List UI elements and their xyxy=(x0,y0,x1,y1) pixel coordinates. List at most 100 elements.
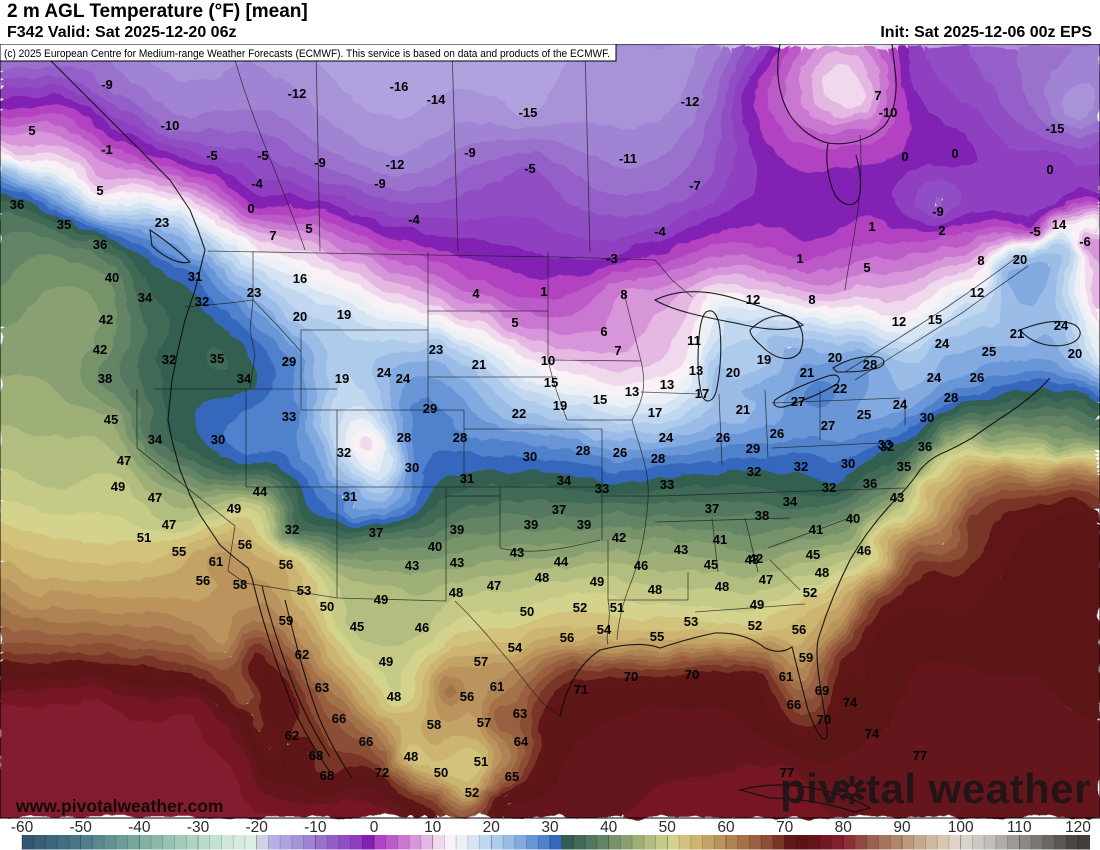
svg-text:58: 58 xyxy=(427,717,441,732)
svg-text:28: 28 xyxy=(397,430,411,445)
svg-text:39: 39 xyxy=(450,522,464,537)
svg-text:30: 30 xyxy=(523,449,537,464)
svg-text:23: 23 xyxy=(155,215,169,230)
svg-text:26: 26 xyxy=(770,426,784,441)
svg-text:26: 26 xyxy=(613,445,627,460)
svg-text:20: 20 xyxy=(1068,346,1082,361)
svg-text:19: 19 xyxy=(553,398,567,413)
svg-text:61: 61 xyxy=(779,669,793,684)
svg-text:43: 43 xyxy=(890,490,904,505)
svg-text:-10: -10 xyxy=(304,819,327,836)
svg-text:34: 34 xyxy=(237,371,252,386)
svg-text:33: 33 xyxy=(878,437,892,452)
svg-text:40: 40 xyxy=(105,270,119,285)
svg-text:56: 56 xyxy=(238,537,252,552)
svg-text:50: 50 xyxy=(434,765,448,780)
svg-text:-9: -9 xyxy=(374,176,386,191)
svg-text:15: 15 xyxy=(593,392,607,407)
svg-text:55: 55 xyxy=(172,544,186,559)
svg-text:-9: -9 xyxy=(314,155,326,170)
svg-text:35: 35 xyxy=(897,459,911,474)
svg-text:45: 45 xyxy=(104,412,118,427)
svg-text:-9: -9 xyxy=(464,145,476,160)
svg-text:61: 61 xyxy=(209,554,223,569)
svg-text:8: 8 xyxy=(808,292,815,307)
svg-text:26: 26 xyxy=(970,370,984,385)
svg-text:50: 50 xyxy=(520,604,534,619)
svg-text:48: 48 xyxy=(387,689,401,704)
svg-text:tal weather: tal weather xyxy=(866,765,1091,812)
svg-text:0: 0 xyxy=(951,146,958,161)
svg-text:52: 52 xyxy=(465,785,479,800)
svg-text:-60: -60 xyxy=(11,819,34,836)
svg-text:38: 38 xyxy=(98,371,112,386)
svg-text:24: 24 xyxy=(659,430,674,445)
svg-text:74: 74 xyxy=(865,726,880,741)
svg-text:35: 35 xyxy=(57,217,71,232)
svg-text:66: 66 xyxy=(787,697,801,712)
svg-text:37: 37 xyxy=(369,525,383,540)
svg-text:-16: -16 xyxy=(390,79,409,94)
svg-text:7: 7 xyxy=(614,343,621,358)
svg-text:15: 15 xyxy=(928,312,942,327)
svg-text:66: 66 xyxy=(359,734,373,749)
svg-text:43: 43 xyxy=(405,558,419,573)
svg-text:28: 28 xyxy=(453,430,467,445)
svg-text:30: 30 xyxy=(920,410,934,425)
svg-text:45: 45 xyxy=(806,547,820,562)
svg-text:32: 32 xyxy=(747,464,761,479)
svg-text:51: 51 xyxy=(610,600,624,615)
svg-text:32: 32 xyxy=(880,439,894,454)
svg-text:5: 5 xyxy=(511,315,518,330)
svg-text:63: 63 xyxy=(513,706,527,721)
svg-text:47: 47 xyxy=(759,572,773,587)
svg-text:20: 20 xyxy=(726,365,740,380)
svg-text:0: 0 xyxy=(370,819,379,836)
svg-text:51: 51 xyxy=(474,754,488,769)
svg-text:2: 2 xyxy=(938,223,945,238)
svg-text:37: 37 xyxy=(705,501,719,516)
svg-text:56: 56 xyxy=(460,689,474,704)
svg-text:60: 60 xyxy=(717,819,735,836)
svg-text:-9: -9 xyxy=(101,77,113,92)
svg-text:32: 32 xyxy=(285,522,299,537)
svg-text:66: 66 xyxy=(332,711,346,726)
svg-text:48: 48 xyxy=(404,749,418,764)
svg-text:30: 30 xyxy=(405,460,419,475)
svg-text:20: 20 xyxy=(483,819,501,836)
svg-text:-50: -50 xyxy=(69,819,92,836)
svg-text:68: 68 xyxy=(309,748,323,763)
svg-text:13: 13 xyxy=(689,363,703,378)
svg-text:17: 17 xyxy=(648,405,662,420)
svg-text:36: 36 xyxy=(863,476,877,491)
svg-text:22: 22 xyxy=(512,406,526,421)
svg-text:-4: -4 xyxy=(408,212,420,227)
svg-text:23: 23 xyxy=(429,342,443,357)
svg-text:72: 72 xyxy=(375,765,389,780)
svg-text:36: 36 xyxy=(10,197,24,212)
svg-text:33: 33 xyxy=(660,477,674,492)
svg-text:53: 53 xyxy=(297,583,311,598)
svg-text:56: 56 xyxy=(792,622,806,637)
svg-text:46: 46 xyxy=(415,620,429,635)
svg-text:59: 59 xyxy=(799,650,813,665)
svg-text:49: 49 xyxy=(111,479,125,494)
svg-text:43: 43 xyxy=(745,552,759,567)
svg-text:49: 49 xyxy=(379,654,393,669)
svg-text:21: 21 xyxy=(1010,326,1024,341)
svg-text:80: 80 xyxy=(835,819,853,836)
svg-text:50: 50 xyxy=(659,819,677,836)
svg-text:56: 56 xyxy=(196,573,210,588)
svg-text:15: 15 xyxy=(544,375,558,390)
svg-text:57: 57 xyxy=(477,715,491,730)
svg-text:40: 40 xyxy=(846,511,860,526)
svg-text:10: 10 xyxy=(424,819,442,836)
svg-text:61: 61 xyxy=(490,679,504,694)
svg-text:29: 29 xyxy=(746,441,760,456)
svg-text:49: 49 xyxy=(750,597,764,612)
svg-text:-10: -10 xyxy=(879,105,898,120)
svg-text:49: 49 xyxy=(374,592,388,607)
svg-text:5: 5 xyxy=(863,260,870,275)
svg-text:7: 7 xyxy=(269,228,276,243)
svg-text:48: 48 xyxy=(815,565,829,580)
